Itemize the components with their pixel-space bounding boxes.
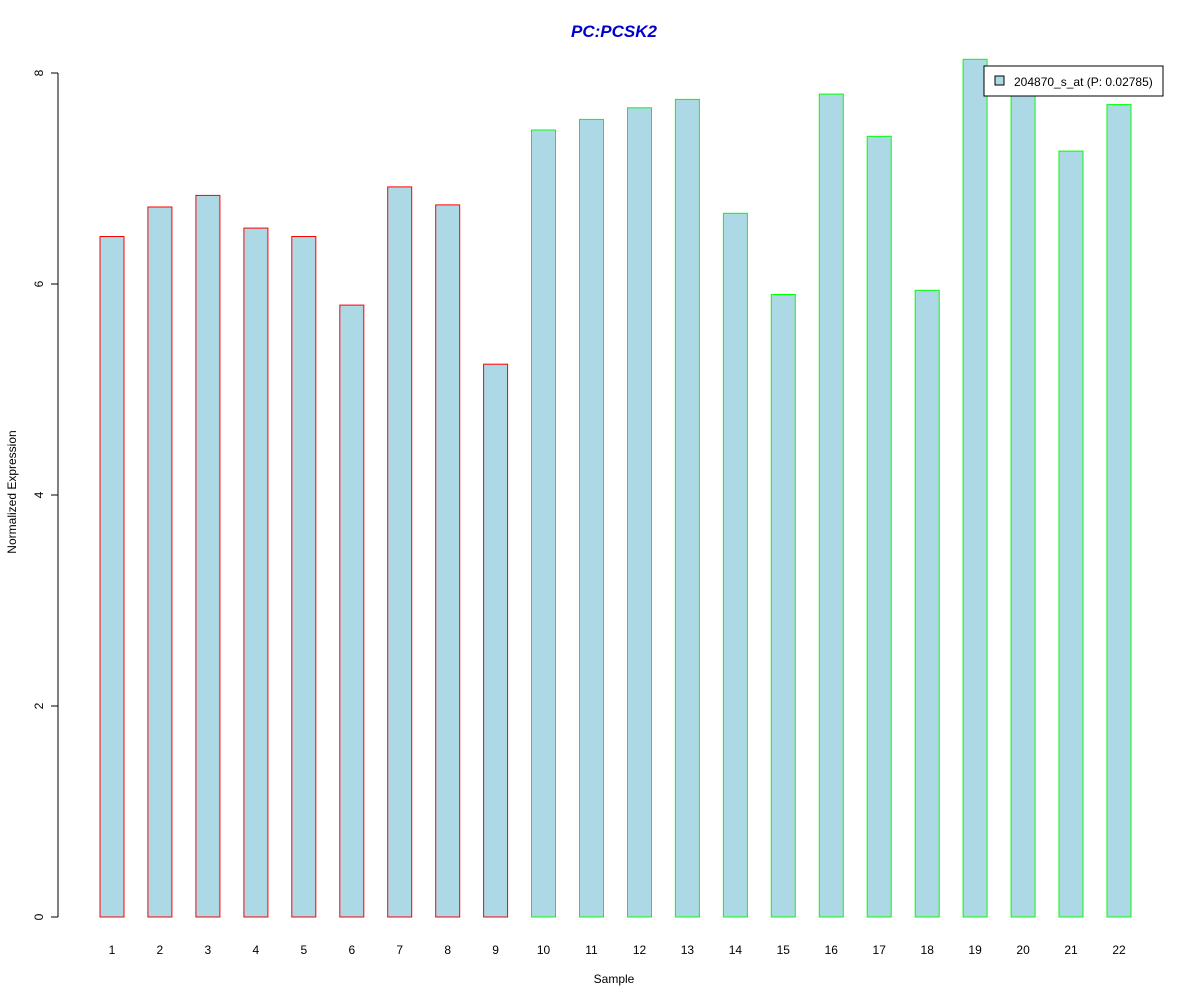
x-tick-label: 18 xyxy=(921,943,935,957)
bar-sample-11 xyxy=(579,118,604,918)
x-tick-label: 16 xyxy=(825,943,839,957)
bar-sample-6 xyxy=(339,304,365,918)
x-tick-label: 10 xyxy=(537,943,551,957)
x-tick-label: 21 xyxy=(1064,943,1078,957)
bar-sample-16 xyxy=(818,93,844,918)
y-tick-label: 0 xyxy=(32,913,46,920)
y-tick-label: 4 xyxy=(32,491,46,498)
bar-sample-13 xyxy=(674,98,700,918)
x-tick-label: 22 xyxy=(1112,943,1126,957)
bar-sample-4 xyxy=(243,227,269,918)
chart-title: PC:PCSK2 xyxy=(571,22,658,41)
x-tick-label: 4 xyxy=(253,943,260,957)
y-tick-label: 8 xyxy=(32,69,46,76)
bar-sample-22 xyxy=(1106,104,1132,918)
legend-series-label: 204870_s_at (P: 0.02785) xyxy=(1014,75,1153,89)
x-tick-labels: 1 2 3 4 5 6 7 8 9 10 11 12 13 14 15 16 17 18 19 20 21 22 xyxy=(109,943,1126,957)
bar-sample-9 xyxy=(483,363,509,918)
bar-sample-10 xyxy=(531,129,556,918)
x-tick-label: 9 xyxy=(492,943,499,957)
bar-sample-7 xyxy=(387,186,413,918)
x-tick-label: 2 xyxy=(157,943,164,957)
bar-sample-1 xyxy=(99,236,125,918)
x-tick-label: 17 xyxy=(873,943,887,957)
legend-swatch xyxy=(994,75,1005,86)
bar-sample-12 xyxy=(627,107,652,918)
y-tick-label: 2 xyxy=(32,702,46,709)
bar-sample-2 xyxy=(147,206,173,918)
x-axis-label: Sample xyxy=(594,972,635,986)
legend-box xyxy=(983,65,1164,97)
x-tick-label: 3 xyxy=(205,943,212,957)
legend: 204870_s_at (P: 0.02785) xyxy=(983,65,1164,97)
x-tick-label: 5 xyxy=(300,943,307,957)
bar-sample-17 xyxy=(866,135,892,918)
y-axis: 0 2 4 6 8 xyxy=(32,69,59,920)
x-tick-label: 1 xyxy=(109,943,116,957)
x-tick-label: 11 xyxy=(585,943,598,957)
bar-sample-15 xyxy=(770,294,796,918)
x-tick-label: 12 xyxy=(633,943,647,957)
x-tick-label: 19 xyxy=(968,943,982,957)
y-axis-label: Normalized Expression xyxy=(5,430,19,553)
bar-sample-14 xyxy=(722,212,748,918)
x-tick-label: 13 xyxy=(681,943,695,957)
bar-sample-18 xyxy=(914,289,940,918)
x-tick-label: 20 xyxy=(1016,943,1030,957)
bars-group xyxy=(99,58,1132,918)
x-tick-label: 8 xyxy=(444,943,451,957)
bar-sample-8 xyxy=(435,204,461,918)
bar-sample-3 xyxy=(195,194,221,918)
x-tick-label: 15 xyxy=(777,943,791,957)
x-tick-label: 14 xyxy=(729,943,743,957)
x-tick-label: 6 xyxy=(348,943,355,957)
bar-sample-5 xyxy=(291,236,317,918)
y-tick-label: 6 xyxy=(32,280,46,287)
bar-sample-20 xyxy=(1010,93,1036,918)
bar-sample-21 xyxy=(1058,150,1084,918)
bar-sample-19 xyxy=(962,58,988,918)
x-tick-label: 7 xyxy=(396,943,403,957)
